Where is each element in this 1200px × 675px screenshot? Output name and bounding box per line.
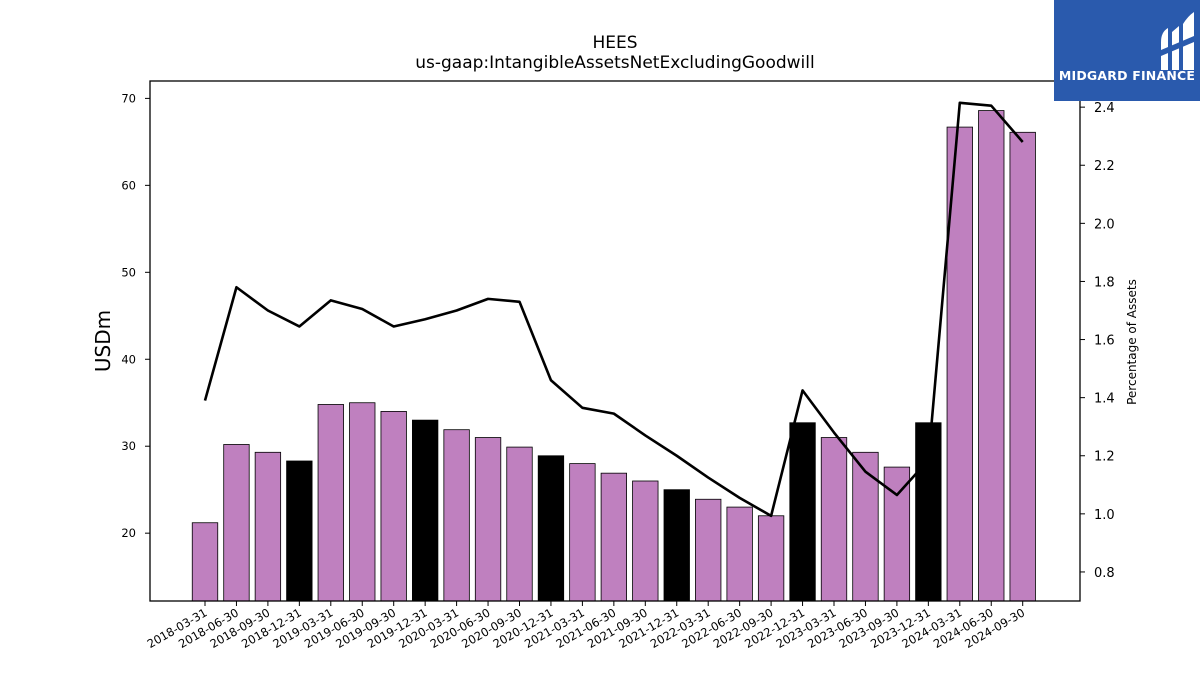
y2-tick-label: 0.8	[1094, 566, 1115, 581]
bar	[191, 522, 219, 602]
y2-tick-label: 1.6	[1094, 334, 1115, 349]
y-tick-label: 30	[121, 439, 136, 453]
bar	[569, 463, 596, 602]
bar	[286, 460, 313, 602]
chart-title: HEES	[592, 33, 638, 53]
bar	[411, 419, 439, 602]
bar	[663, 489, 690, 602]
y-axis-label: USDm	[91, 310, 115, 372]
bar	[789, 422, 816, 602]
bar	[820, 437, 848, 602]
bar	[223, 444, 250, 602]
bar	[380, 411, 407, 602]
y-tick-label: 40	[121, 352, 136, 366]
y2-tick-label: 1.0	[1094, 508, 1115, 523]
y2-axis-label: Percentage of Assets	[1125, 279, 1139, 405]
bar	[600, 472, 627, 602]
bar	[537, 455, 565, 602]
bar	[1009, 131, 1036, 602]
bar	[695, 498, 722, 602]
bar	[317, 404, 344, 602]
bar	[757, 515, 785, 602]
y2-tick-label: 2.4	[1094, 101, 1115, 116]
y-tick-label: 70	[121, 91, 136, 105]
y2-tick-label: 1.4	[1094, 392, 1115, 407]
y-tick-label: 60	[121, 178, 136, 192]
midgard-finance-logo: MIDGARD FINANCE	[1054, 0, 1200, 101]
series-line	[203, 101, 1024, 518]
y2-tick-label: 1.2	[1094, 450, 1115, 465]
bar	[349, 402, 376, 602]
bar	[726, 506, 753, 602]
y2-tick-label: 2.2	[1094, 159, 1115, 174]
y-tick-label: 20	[121, 526, 136, 540]
logo-text: MIDGARD FINANCE	[1058, 68, 1196, 83]
y2-tick-label: 2.0	[1094, 217, 1115, 232]
bar	[852, 451, 879, 602]
plot-frame	[149, 80, 1081, 602]
midgard-mark-icon	[1161, 12, 1194, 70]
bar	[474, 437, 502, 602]
bar	[506, 446, 533, 602]
chart-subtitle: us-gaap:IntangibleAssetsNetExcludingGood…	[415, 53, 815, 73]
y-tick-label: 50	[121, 265, 136, 279]
bar	[632, 480, 659, 602]
bar	[254, 451, 282, 602]
bar	[443, 429, 470, 602]
y2-tick-label: 1.8	[1094, 275, 1115, 290]
bar	[978, 110, 1005, 602]
